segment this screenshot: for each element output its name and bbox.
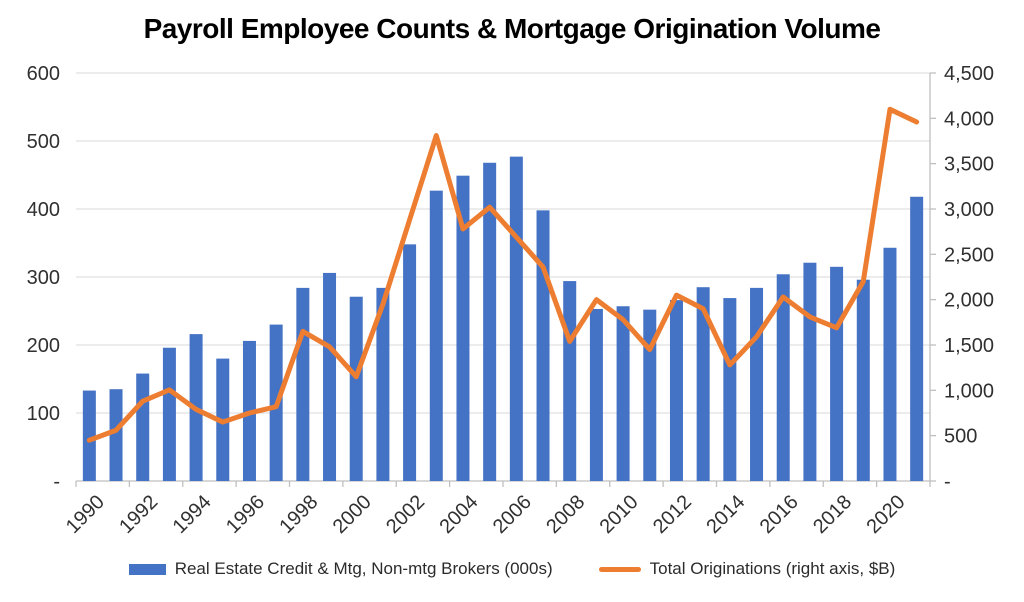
right-axis-tick-label: 500 <box>944 426 977 448</box>
x-axis-tick-label: 2010 <box>596 491 643 538</box>
x-axis-tick-label: 1994 <box>169 491 216 538</box>
left-axis-tick-label: 500 <box>27 131 60 153</box>
originations-line <box>86 106 920 443</box>
left-axis-tick-label: 600 <box>27 63 60 85</box>
bar-1990 <box>82 390 96 481</box>
right-axis-tick-label: 4,500 <box>944 63 994 85</box>
bar-2011 <box>643 309 657 481</box>
bar-2003 <box>429 190 443 481</box>
right-axis-tick-label: 1,500 <box>944 335 994 357</box>
bar-2000 <box>349 296 363 481</box>
right-axis-tick-label: 3,000 <box>944 199 994 221</box>
bar-2021 <box>910 196 924 481</box>
bar-2010 <box>616 306 630 481</box>
left-axis-tick-label: 200 <box>27 335 60 357</box>
right-axis-tick-label: 4,000 <box>944 108 994 130</box>
bar-2004 <box>456 175 470 481</box>
x-axis-tick-label: 2002 <box>382 491 429 538</box>
left-axis-tick-label: - <box>53 471 60 493</box>
x-axis-tick-label: 2006 <box>489 491 536 538</box>
bar-2013 <box>696 287 710 481</box>
bar-1992 <box>136 373 150 481</box>
legend-label-bar-series: Real Estate Credit & Mtg, Non-mtg Broker… <box>174 559 553 578</box>
x-axis-tick-label: 2018 <box>809 491 856 538</box>
bar-2008 <box>563 281 577 481</box>
bar-1999 <box>323 272 337 481</box>
bar-1993 <box>162 347 176 481</box>
right-axis-tick-label: 1,000 <box>944 380 994 402</box>
bar-2016 <box>776 274 790 481</box>
left-axis-tick-label: 400 <box>27 199 60 221</box>
bar-2009 <box>589 308 603 481</box>
bar-2006 <box>509 156 523 481</box>
x-axis-tick-label: 1996 <box>222 491 269 538</box>
x-axis-tick-label: 2014 <box>702 491 749 538</box>
x-axis-tick-label: 1998 <box>275 491 322 538</box>
x-axis-tick-label: 2016 <box>756 491 803 538</box>
legend: Real Estate Credit & Mtg, Non-mtg Broker… <box>0 559 1024 579</box>
x-axis-tick-label: 2004 <box>435 491 482 538</box>
bar-2019 <box>856 279 870 481</box>
left-axis-tick-label: 300 <box>27 267 60 289</box>
legend-item-bar-series: Real Estate Credit & Mtg, Non-mtg Broker… <box>128 559 553 579</box>
legend-label-line-series: Total Originations (right axis, $B) <box>649 559 896 578</box>
bar-2002 <box>403 244 417 481</box>
bar-2018 <box>830 266 844 481</box>
x-axis-tick-label: 2000 <box>329 491 376 538</box>
legend-swatch-line <box>598 566 641 572</box>
legend-item-line-series: Total Originations (right axis, $B) <box>598 559 896 579</box>
legend-swatch-bar <box>128 563 166 575</box>
right-axis-tick-label: 3,500 <box>944 154 994 176</box>
bar-2001 <box>376 287 390 481</box>
x-axis-tick-label: 1992 <box>115 491 162 538</box>
bar-1998 <box>296 287 310 481</box>
bar-2017 <box>803 262 817 481</box>
x-axis-tick-label: 2008 <box>542 491 589 538</box>
chart-title: Payroll Employee Counts & Mortgage Origi… <box>143 13 881 44</box>
x-axis-tick-label: 2012 <box>649 491 696 538</box>
bar-2015 <box>750 287 764 481</box>
bar-2020 <box>883 247 897 481</box>
left-axis-tick-label: 100 <box>27 403 60 425</box>
right-axis-tick-label: 2,000 <box>944 290 994 312</box>
bar-2012 <box>669 300 683 481</box>
right-axis-tick-label: 2,500 <box>944 244 994 266</box>
bar-1991 <box>109 389 123 481</box>
right-axis-tick-label: - <box>944 471 951 493</box>
x-axis-tick-label: 2020 <box>862 491 909 538</box>
bar-2005 <box>483 162 497 481</box>
bar-2007 <box>536 210 550 482</box>
bar-2014 <box>723 298 737 481</box>
x-axis-tick-label: 1990 <box>62 491 109 538</box>
